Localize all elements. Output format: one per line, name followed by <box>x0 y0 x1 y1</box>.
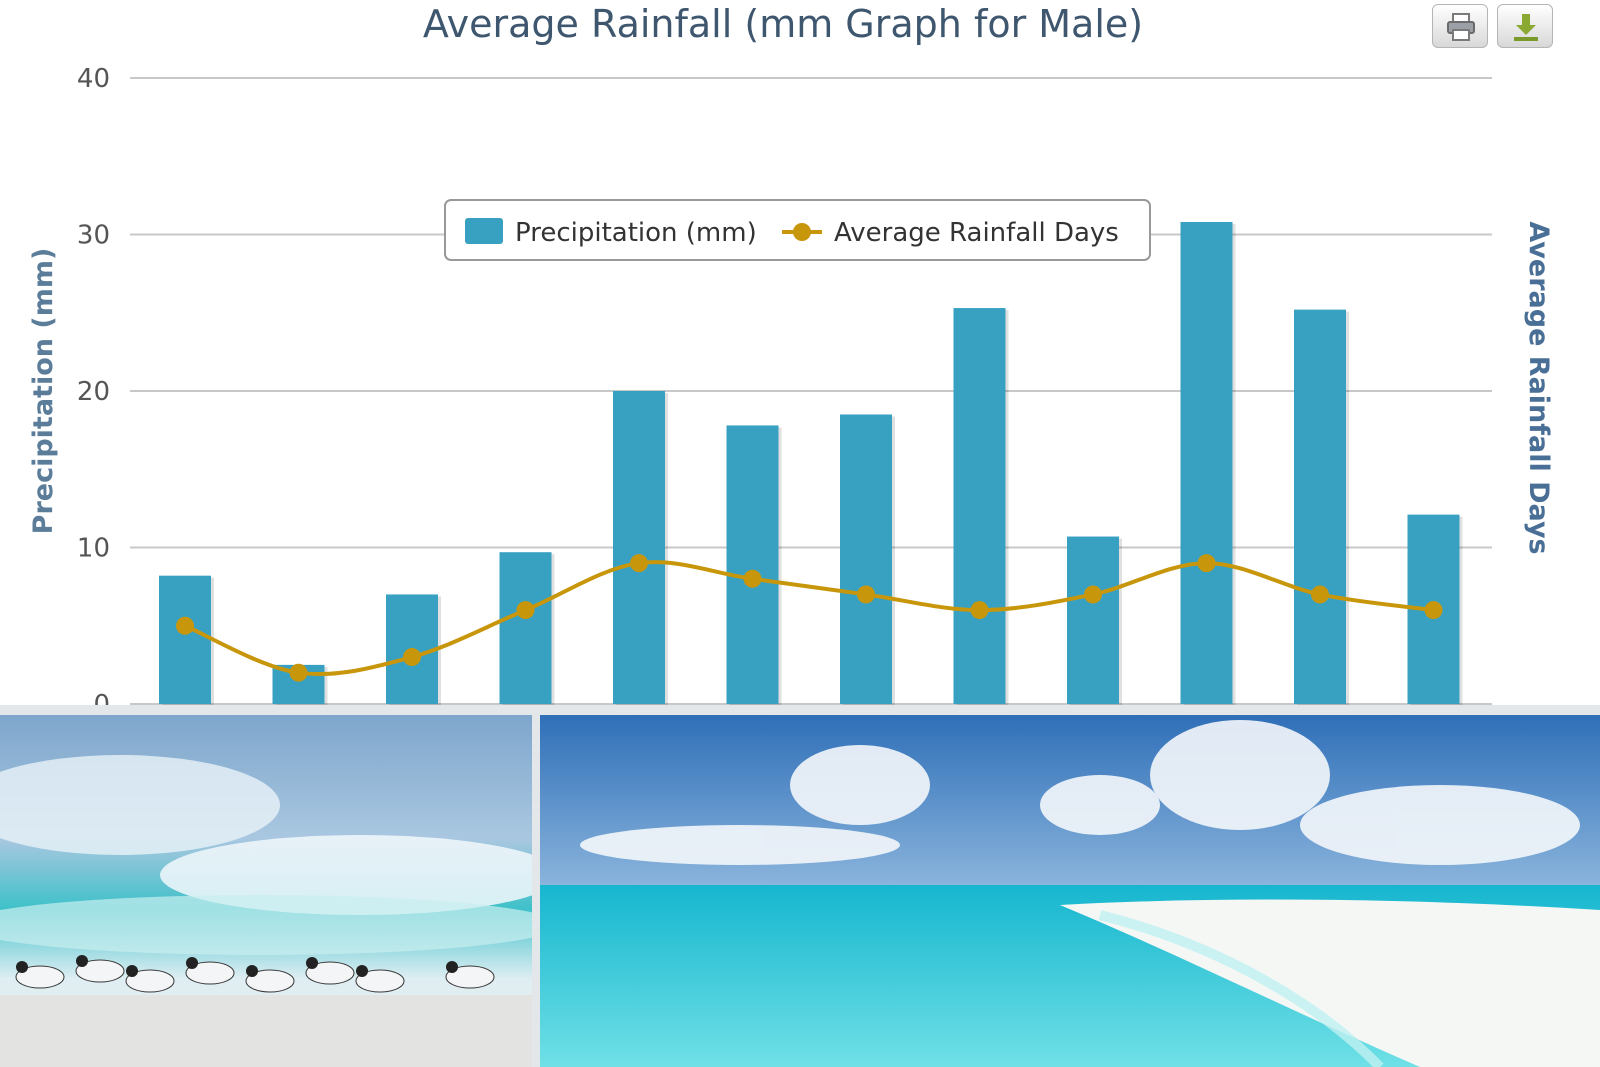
rainfall-days-point <box>403 648 421 667</box>
print-button[interactable] <box>1432 4 1488 48</box>
rainfall-days-line <box>184 560 1434 677</box>
rainfall-days-point <box>743 569 762 588</box>
precipitation-bar <box>613 391 665 704</box>
chart-title: Average Rainfall (mm Graph for Male) <box>423 2 1143 46</box>
rainfall-days-point <box>970 601 989 620</box>
chart-svg: 0 10 20 30 40 Average Rainfall (mm Graph for … <box>28 2 1554 705</box>
rainfall-days-point <box>289 663 308 682</box>
download-button[interactable] <box>1497 4 1553 48</box>
precipitation-bar <box>726 425 779 704</box>
download-icon <box>1514 14 1538 41</box>
seabirds-on-beach-photo <box>0 715 532 1067</box>
y-tick-label: 30 <box>77 221 110 251</box>
y-tick-label: 10 <box>77 534 110 564</box>
precipitation-bar <box>499 552 552 704</box>
photo-strip <box>0 705 1600 1067</box>
precipitation-bar <box>1294 309 1346 704</box>
y-axis-title: Precipitation (mm) <box>28 248 59 535</box>
legend-swatch-precipitation <box>465 218 503 244</box>
rainfall-days-point <box>1311 585 1329 604</box>
printer-icon <box>1447 13 1475 41</box>
precipitation-bar <box>1180 221 1233 705</box>
rainfall-days-point <box>1197 554 1216 573</box>
y-tick-label: 20 <box>77 377 110 407</box>
rainfall-days-point <box>176 616 194 635</box>
y2-axis-title: Average Rainfall Days <box>1523 221 1554 554</box>
chart-area: 0 10 20 30 40 Average Rainfall (mm Graph for … <box>28 2 1554 705</box>
legend-marker-rainfall-days <box>793 223 811 241</box>
rainfall-days-point <box>516 601 535 620</box>
precipitation-bar <box>1067 536 1119 704</box>
legend-label-precipitation: Precipitation (mm) <box>515 218 757 248</box>
rainfall-days-point <box>857 585 875 604</box>
tropical-lagoon-sandbank-photo <box>540 715 1600 1067</box>
rainfall-days-point <box>1424 601 1443 620</box>
rainfall-days-point <box>630 554 648 573</box>
y-tick-label: 40 <box>77 64 110 94</box>
rainfall-days-point <box>1084 585 1102 604</box>
precipitation-bar <box>953 308 1006 704</box>
y-tick-label: 0 <box>93 690 110 705</box>
precipitation-bar <box>159 575 211 704</box>
precipitation-bar <box>840 414 892 704</box>
legend-label-rainfall-days: Average Rainfall Days <box>834 218 1119 248</box>
